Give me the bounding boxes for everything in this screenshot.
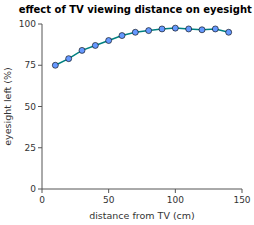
marker: [212, 26, 218, 32]
x-tick-label: 50: [103, 195, 115, 205]
y-tick-label: 75: [25, 60, 36, 70]
marker: [146, 28, 152, 34]
y-tick: [38, 147, 42, 148]
x-tick: [42, 189, 43, 193]
y-tick: [38, 65, 42, 66]
marker: [52, 62, 58, 68]
marker: [132, 29, 138, 35]
y-tick: [38, 24, 42, 25]
plot-area: [52, 25, 231, 68]
marker: [186, 26, 192, 32]
marker: [79, 47, 85, 53]
x-tick: [175, 189, 176, 193]
marker: [66, 56, 72, 62]
y-axis-label: eyesight left (%): [2, 67, 13, 146]
chart: 0 50 100 150 0 25 50 75 100 effect of TV viewing …: [0, 0, 254, 225]
x-axis-label: distance from TV (cm): [89, 210, 195, 221]
y-tick: [38, 106, 42, 107]
chart-container: 0 50 100 150 0 25 50 75 100 effect of TV viewing …: [0, 0, 254, 225]
y-tick-label: 100: [19, 19, 36, 29]
y-tick-label: 50: [25, 102, 37, 112]
x-tick-label: 0: [39, 195, 45, 205]
marker: [199, 27, 205, 33]
x-tick-label: 150: [233, 195, 250, 205]
x-axis-line: [42, 189, 242, 190]
line: [55, 28, 228, 65]
y-tick: [38, 189, 42, 190]
x-tick: [108, 189, 109, 193]
marker: [92, 42, 98, 48]
y-tick-label: 0: [30, 184, 36, 194]
x-tick: [242, 189, 243, 193]
marker: [119, 33, 125, 39]
marker: [159, 26, 165, 32]
x-tick-label: 100: [167, 195, 184, 205]
marker: [172, 25, 178, 31]
marker: [106, 38, 112, 44]
y-tick-label: 25: [25, 143, 36, 153]
title: effect of TV viewing distance on eyesigh…: [19, 4, 252, 15]
marker: [226, 29, 232, 35]
